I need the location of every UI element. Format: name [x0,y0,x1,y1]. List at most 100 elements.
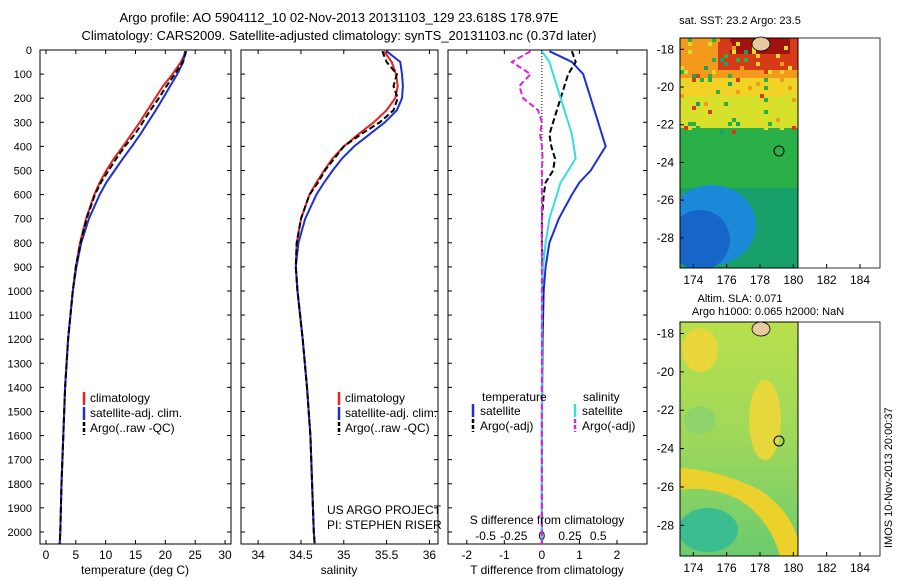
sst-pixel [684,70,688,74]
s-tick-label: 0.25 [558,529,582,543]
depth-tick-label: 1200 [8,334,32,346]
sst-pixel [768,70,772,74]
argo-location-marker [773,435,785,447]
map-y-tick-label: -18 [657,327,675,341]
series-line [509,50,544,544]
depth-tick-label: 300 [14,117,32,129]
sst-pixel [732,50,736,54]
map-y-tick-label: -22 [657,403,675,417]
sst-pixel [732,118,736,122]
depth-tick-label: 1900 [8,503,32,515]
x-tick-label: 35.5 [375,548,399,562]
sst-pixel [764,78,768,82]
sst-pixel [720,130,724,134]
sla-map-subtitle: Argo h1000: 0.065 h2000: NaN [692,306,844,318]
sst-pixel [708,74,712,78]
argo-location-marker [773,145,785,157]
map-y-tick-label: -18 [657,42,675,56]
sst-pixel [748,86,752,90]
island-shape [751,36,771,52]
sst-pixel [696,126,700,130]
map-x-tick-label: 182 [817,561,837,575]
legend-climatology: climatology [345,391,405,405]
temperature-xlabel: temperature (deg C) [81,563,189,577]
sst-pixel [784,86,788,90]
depth-tick-label: 200 [14,93,32,105]
sst-pixel [780,62,784,66]
sst-pixel [688,126,692,130]
map-x-tick-label: 180 [783,561,803,575]
sst-pixel [760,98,764,102]
temperature-plot: 0 5 10 15 20 25 30 [43,50,232,562]
sst-pixel [736,122,740,126]
sst-pixel [780,78,784,82]
sst-pixel [768,102,772,106]
x-tick-label: 34 [251,548,265,562]
sst-pixel [764,70,768,74]
legend-argo: Argo(..raw -QC) [345,421,430,435]
legend-s-satellite: satellite [582,404,623,418]
sst-pixel [788,66,792,70]
sst-pixel [712,58,716,62]
sst-pixel [680,82,684,86]
depth-tick-label: 900 [14,262,32,274]
sla-map [680,322,798,556]
sst-pixel [736,90,740,94]
sst-pixel [792,98,796,102]
sst-pixel [692,106,696,110]
map-x-tick-label: 176 [717,273,737,287]
sst-pixel [680,94,684,98]
sst-pixel [704,66,708,70]
map-y-tick-label: -26 [657,480,675,494]
legend-argo: Argo(..raw -QC) [90,421,175,435]
sst-pixel [696,74,700,78]
sst-pixel [708,110,712,114]
map-x-tick-label: 176 [717,561,737,575]
sst-pixel [724,102,728,106]
map-y-tick-label: -20 [657,365,675,379]
sla-map-title: Altim. SLA: 0.071 [698,293,783,305]
sst-pixel [692,50,696,54]
sst-pixel [692,82,696,86]
sst-pixel [744,58,748,62]
sst-pixel [688,42,692,46]
sst-pixel [740,66,744,70]
x-tick-label: 25 [189,548,203,562]
s-difference-label: S difference from climatology [470,513,625,527]
salinity-legend: climatology satellite-adj. clim. Argo(..… [327,391,442,532]
sst-pixel [732,78,736,82]
salinity-xlabel: salinity [321,563,358,577]
sst-pixel [732,130,736,134]
sst-pixel [716,90,720,94]
sst-pixel [720,58,724,62]
depth-tick-label: 0 [26,45,32,57]
sst-pixel [780,126,784,130]
sst-pixel [688,50,692,54]
s-tick-label: -0.25 [500,529,528,543]
x-tick-label: 2 [614,548,621,562]
pi-label: PI: STEPHEN RISER [327,518,442,532]
sst-pixel [688,38,692,42]
map-y-tick-label: -26 [657,193,675,207]
x-tick-label: 36 [423,548,437,562]
series-line [58,50,188,545]
sst-pixel [680,70,684,74]
sst-pixel [680,66,684,70]
sst-pixel [784,94,788,98]
x-tick-label: 0 [43,548,50,562]
sst-map [680,38,798,268]
difference-legend: temperature salinity satellite Argo(-adj… [470,390,636,527]
sst-pixel [728,42,732,46]
x-tick-label: 0 [539,548,546,562]
sst-pixel [692,122,696,126]
x-tick-label: 34.5 [289,548,313,562]
series-line [294,50,399,545]
sst-pixel [724,62,728,66]
sst-pixel [736,58,740,62]
sst-pixel [792,78,796,82]
depth-tick-label: 1000 [8,286,32,298]
depth-tick-label: 1600 [8,431,32,443]
island-shape [751,321,771,337]
sst-pixel [788,114,792,118]
